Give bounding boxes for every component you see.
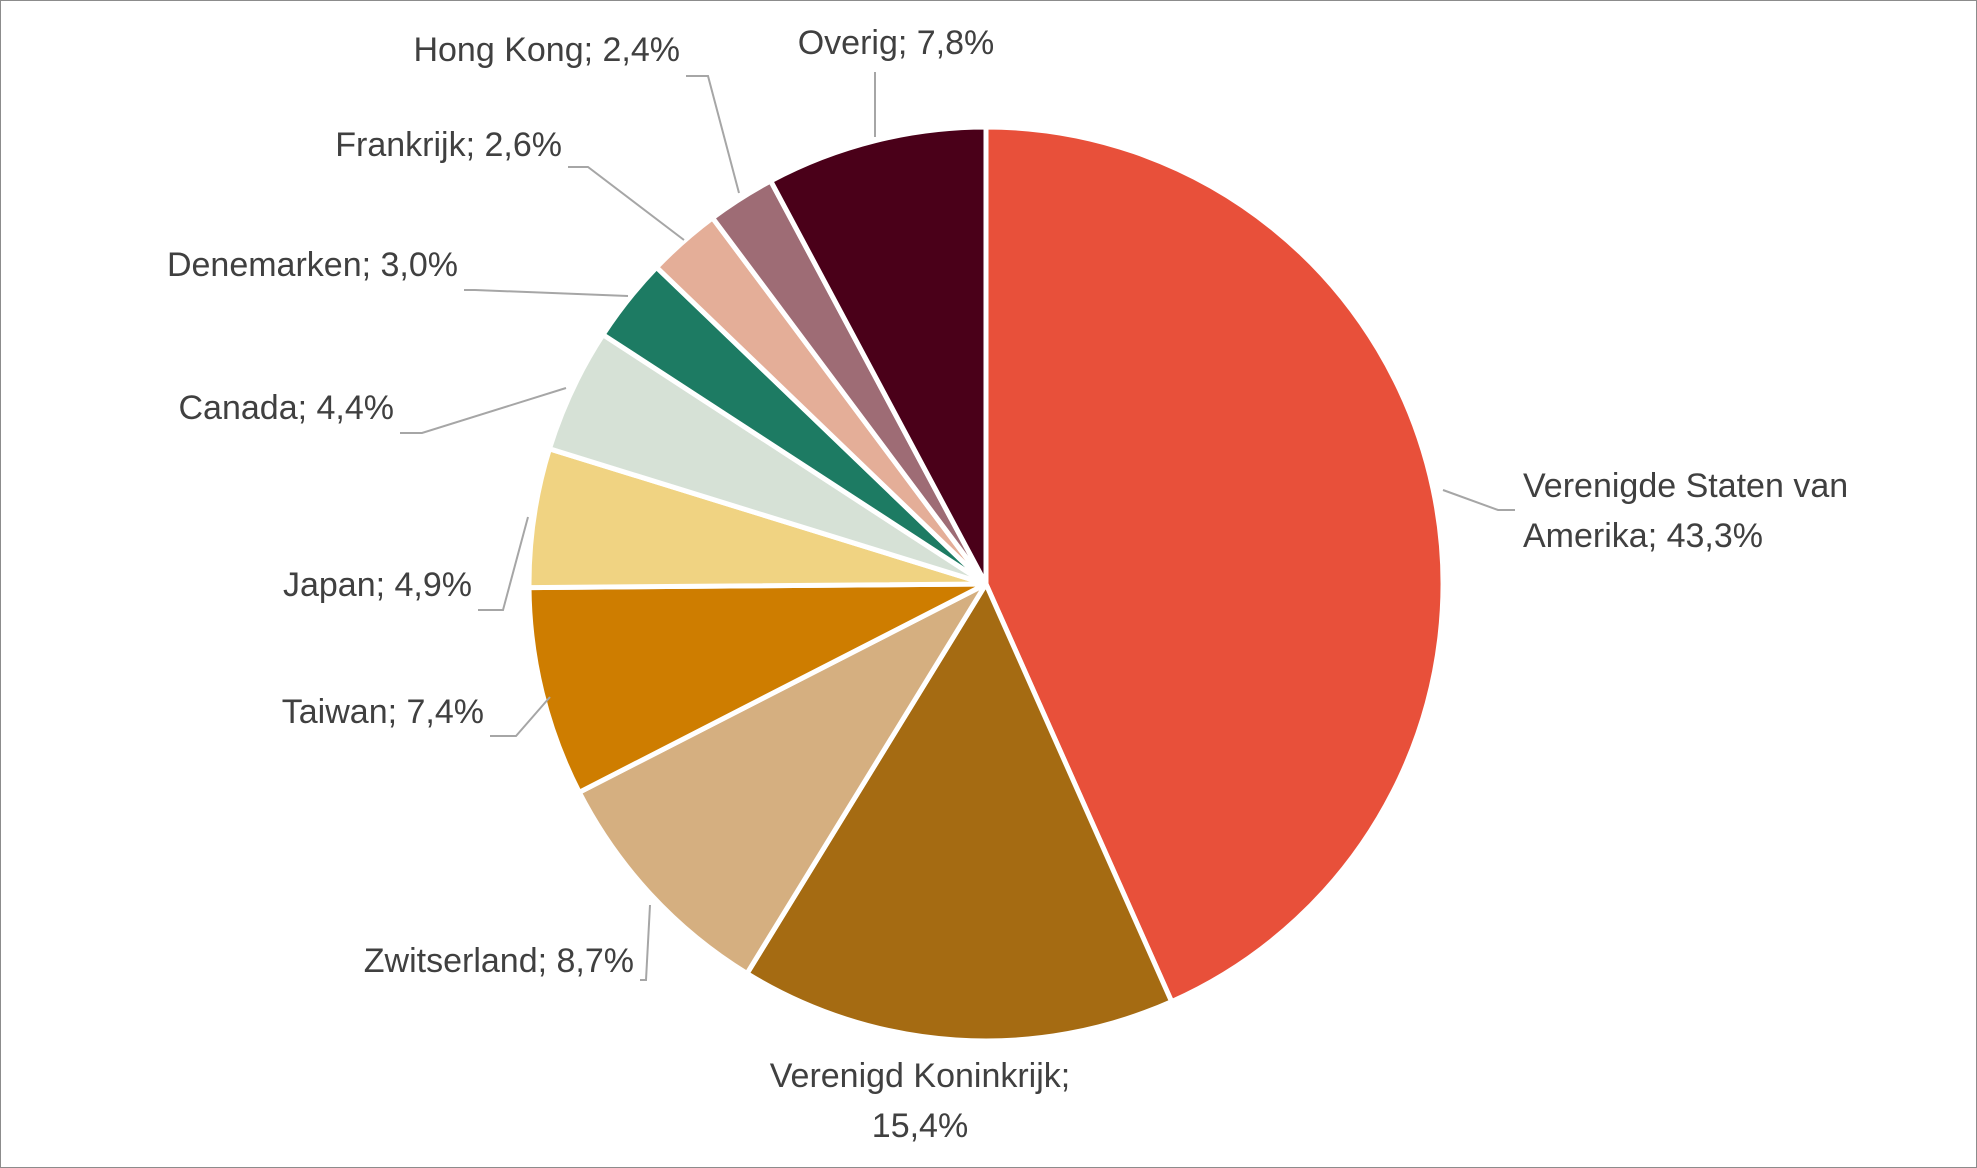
data-label-verenigd-koninkrijk: Verenigd Koninkrijk; 15,4% bbox=[770, 1057, 1071, 1145]
data-label-zwitserland: Zwitserland; 8,7% bbox=[364, 942, 634, 980]
data-label-canada: Canada; 4,4% bbox=[179, 389, 395, 427]
data-label-hong-kong: Hong Kong; 2,4% bbox=[413, 31, 680, 69]
leader-lines bbox=[400, 72, 1515, 981]
leader-line-taiwan bbox=[490, 696, 551, 737]
leader-line-japan bbox=[478, 516, 529, 611]
pie-slice-zwitserland bbox=[576, 581, 989, 977]
leader-line-zwitserland bbox=[640, 904, 651, 981]
pie-slices bbox=[526, 124, 1446, 1044]
leader-line-verenigde-staten-van-amerika bbox=[1442, 489, 1515, 511]
leader-line-denemarken bbox=[464, 289, 629, 297]
leader-line-canada bbox=[400, 387, 567, 434]
pie-slice-taiwan bbox=[526, 581, 989, 795]
data-label-frankrijk: Frankrijk; 2,6% bbox=[335, 126, 562, 164]
pie-slice-verenigd-koninkrijk bbox=[744, 581, 1175, 1044]
pie-slice-overig bbox=[768, 124, 989, 587]
data-label-verenigde-staten-van-amerika: Verenigde Staten van Amerika; 43,3% bbox=[1523, 467, 1848, 555]
pie-slice-verenigde-staten-van-amerika bbox=[983, 124, 1446, 1005]
leader-line-hong-kong bbox=[686, 75, 740, 194]
data-label-taiwan: Taiwan; 7,4% bbox=[282, 693, 484, 731]
leader-line-frankrijk bbox=[568, 166, 685, 241]
data-label-overig: Overig; 7,8% bbox=[798, 24, 995, 62]
data-label-japan: Japan; 4,9% bbox=[283, 566, 472, 604]
data-label-denemarken: Denemarken; 3,0% bbox=[167, 246, 458, 284]
data-labels: Verenigde Staten van Amerika; 43,3% Vereni… bbox=[167, 24, 1848, 1145]
